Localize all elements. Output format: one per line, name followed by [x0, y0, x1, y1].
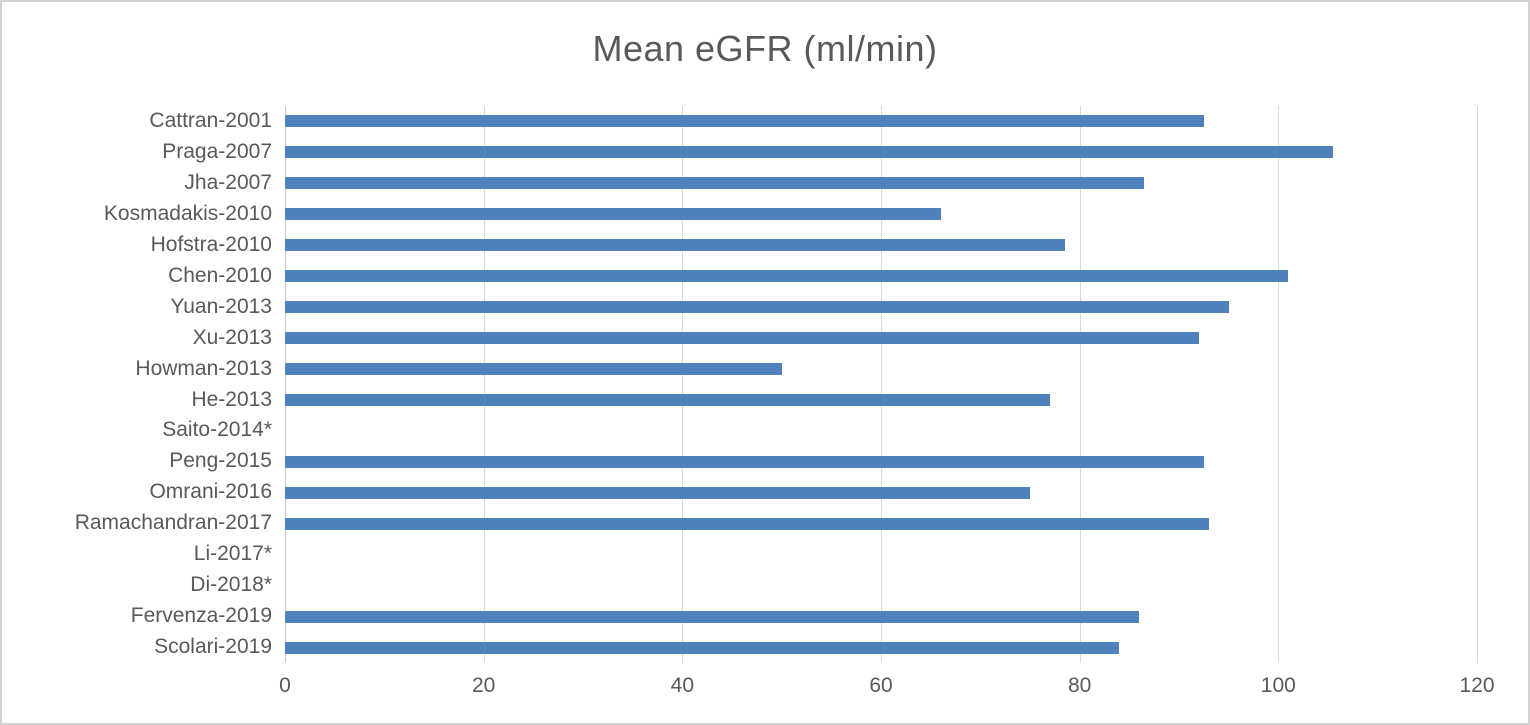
category-label: Scolari-2019 — [154, 635, 272, 659]
category-label: Praga-2007 — [162, 139, 272, 163]
bar — [285, 177, 1145, 190]
x-axis-tick-label: 60 — [869, 674, 893, 697]
category-label: Li-2017* — [193, 542, 272, 566]
category-label: Chen-2010 — [168, 263, 272, 287]
x-axis-tick-label: 100 — [1260, 674, 1296, 697]
gridline — [483, 106, 485, 663]
bar-row — [285, 539, 1477, 570]
category-label: Ramachandran-2017 — [74, 511, 272, 535]
category-label: Saito-2014* — [162, 418, 272, 442]
category-label: Yuan-2013 — [170, 294, 272, 318]
y-axis-line — [285, 106, 286, 663]
x-axis-tick-label: 80 — [1067, 674, 1092, 697]
bar — [285, 270, 1289, 283]
bar — [285, 610, 1140, 623]
chart-title: Mean eGFR (ml/min) — [592, 28, 938, 69]
category-label: Fervenza-2019 — [130, 604, 272, 628]
bar — [285, 332, 1199, 345]
gridline — [1079, 106, 1081, 663]
bar-row — [285, 508, 1477, 539]
bar — [285, 301, 1229, 314]
gridline — [1477, 106, 1478, 663]
bar-row — [285, 168, 1477, 199]
x-axis-tick-label: 0 — [279, 674, 291, 697]
bar — [285, 393, 1050, 406]
bar — [285, 146, 1333, 159]
bar — [285, 641, 1120, 654]
bar — [285, 115, 1204, 128]
bar-row — [285, 477, 1477, 508]
bar — [285, 208, 941, 221]
bar-row — [285, 323, 1477, 354]
bar-row — [285, 230, 1477, 261]
category-label: Kosmadakis-2010 — [103, 201, 272, 225]
gridline — [881, 106, 882, 663]
category-label: Jha-2007 — [184, 170, 272, 194]
bar-row — [285, 261, 1477, 292]
category-label: Peng-2015 — [169, 449, 272, 473]
bar — [285, 239, 1065, 252]
category-label: Hofstra-2010 — [150, 232, 272, 256]
bar-row — [285, 570, 1477, 601]
gridline — [1278, 106, 1280, 663]
bar-row — [285, 632, 1477, 663]
category-label: Xu-2013 — [192, 325, 272, 349]
category-label: Cattran-2001 — [149, 109, 272, 132]
bar — [285, 363, 782, 376]
plot-area — [285, 106, 1478, 663]
gridline — [682, 106, 684, 663]
category-label: Di-2018* — [190, 573, 272, 597]
category-label: Howman-2013 — [135, 356, 272, 380]
bar-row — [285, 292, 1477, 323]
x-axis-tick-label: 120 — [1459, 674, 1495, 697]
bar-row — [285, 106, 1477, 137]
category-label: Omrani-2016 — [149, 480, 272, 504]
bar — [285, 486, 1030, 499]
bar-row — [285, 601, 1477, 632]
bar — [285, 455, 1204, 468]
bar-row — [285, 137, 1477, 168]
bar-row — [285, 385, 1477, 416]
category-label: He-2013 — [191, 387, 272, 411]
bar-row — [285, 199, 1477, 230]
x-axis-tick-label: 40 — [670, 674, 695, 697]
bar-row — [285, 415, 1477, 446]
bar-row — [285, 446, 1477, 477]
bar — [285, 517, 1209, 530]
x-axis-tick-label: 20 — [471, 674, 496, 697]
bar-row — [285, 354, 1477, 385]
